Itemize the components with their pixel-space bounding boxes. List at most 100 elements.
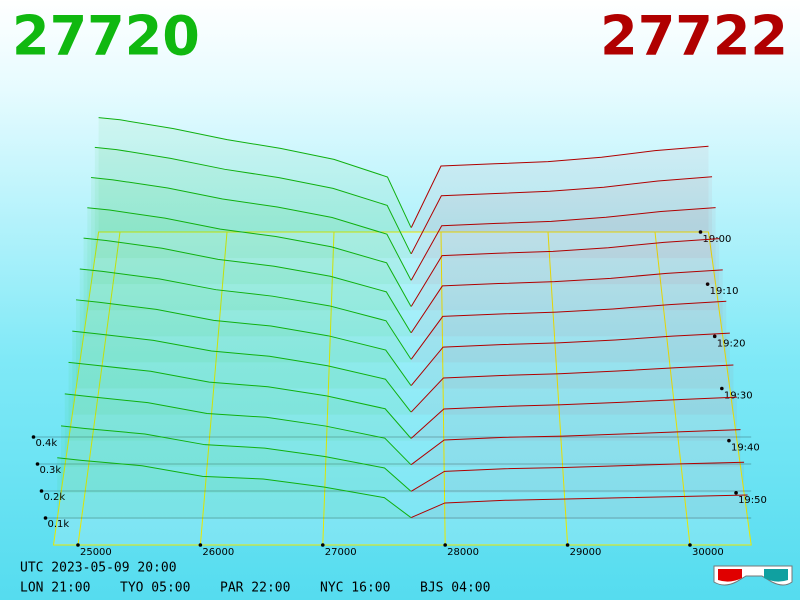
bid-slice bbox=[91, 177, 412, 285]
time-tick-label: 19:00 bbox=[703, 234, 732, 245]
bid-area bbox=[83, 238, 411, 337]
depth-tick-label: 0.2k bbox=[44, 492, 66, 503]
ask-slice bbox=[410, 332, 730, 389]
ask-area bbox=[411, 429, 741, 467]
bid-slice bbox=[68, 361, 412, 441]
ask-slice bbox=[410, 364, 734, 415]
depth-tick-label: 0.3k bbox=[40, 465, 62, 476]
bid-area bbox=[87, 207, 412, 311]
price-tick-dot bbox=[320, 543, 325, 547]
ask-slice bbox=[410, 238, 720, 311]
ask-slice bbox=[410, 145, 709, 232]
ask-line bbox=[410, 332, 730, 386]
price-tick-dot bbox=[688, 543, 692, 547]
ask-area bbox=[411, 176, 713, 259]
bid-area bbox=[94, 147, 412, 259]
price-grid-line bbox=[654, 231, 691, 546]
bid-slice bbox=[87, 207, 412, 311]
ask-slice bbox=[410, 300, 727, 363]
depth-tick-dot bbox=[43, 516, 48, 520]
bid-slice bbox=[60, 425, 412, 493]
best-bid: 27720 bbox=[12, 5, 200, 68]
ask-area bbox=[411, 364, 734, 415]
ask-line bbox=[410, 269, 723, 334]
price-tick-dot bbox=[76, 543, 80, 547]
time-tick-dot bbox=[712, 334, 717, 339]
time-tick-label: 19:20 bbox=[717, 338, 746, 349]
city-clock: NYC 16:00 bbox=[320, 581, 390, 596]
city-clock: BJS 04:00 bbox=[420, 581, 490, 596]
depth-tick-dot bbox=[39, 489, 44, 493]
ask-line bbox=[410, 207, 716, 281]
price-grid-line bbox=[547, 231, 569, 546]
ask-area bbox=[411, 333, 730, 389]
bid-slice bbox=[72, 330, 412, 415]
bid-slice bbox=[64, 393, 412, 467]
bid-line bbox=[75, 299, 412, 386]
bid-area bbox=[98, 117, 412, 232]
bid-line bbox=[98, 117, 412, 228]
ask-line bbox=[410, 238, 720, 307]
bid-slice bbox=[57, 457, 412, 519]
ask-line bbox=[410, 396, 737, 439]
depth-tick-label: 0.4k bbox=[36, 438, 58, 449]
price-tick-label: 29000 bbox=[570, 547, 602, 558]
ask-line bbox=[410, 461, 745, 492]
bid-area bbox=[64, 393, 411, 467]
price-tick-label: 28000 bbox=[447, 547, 479, 558]
bid-slice bbox=[98, 117, 412, 232]
bid-line bbox=[60, 425, 412, 492]
time-tick-dot bbox=[698, 230, 703, 234]
price-grid-line bbox=[322, 231, 335, 546]
ask-area bbox=[411, 238, 720, 311]
bid-slice bbox=[79, 268, 412, 363]
ask-slice bbox=[410, 176, 713, 259]
bid-area bbox=[68, 362, 411, 441]
time-tick-label: 19:50 bbox=[738, 495, 767, 506]
city-clock: LON 21:00 bbox=[20, 581, 90, 596]
bid-slice bbox=[94, 146, 412, 259]
price-grid-line bbox=[440, 231, 446, 546]
price-tick-dot bbox=[443, 543, 447, 547]
ask-slice bbox=[410, 461, 745, 493]
bid-area bbox=[57, 457, 411, 519]
ask-slice bbox=[410, 269, 723, 337]
ask-line bbox=[410, 364, 734, 413]
ask-slice bbox=[410, 396, 737, 441]
bid-line bbox=[91, 177, 412, 281]
bid-area bbox=[91, 177, 412, 285]
depth-tick-dot bbox=[35, 462, 40, 466]
bid-area bbox=[72, 331, 411, 415]
time-tick-dot bbox=[727, 438, 731, 443]
price-tick-label: 25000 bbox=[80, 547, 112, 558]
ask-slice bbox=[410, 494, 748, 519]
bid-slice bbox=[75, 299, 412, 389]
time-tick-label: 19:10 bbox=[710, 286, 739, 297]
bid-slice bbox=[83, 237, 412, 337]
bid-line bbox=[83, 237, 412, 334]
3d-glasses-icon[interactable] bbox=[713, 565, 793, 586]
ask-area bbox=[411, 301, 727, 363]
price-grid-line bbox=[199, 231, 228, 546]
price-tick-dot bbox=[198, 543, 203, 547]
utc-time: UTC 2023-05-09 20:00 bbox=[20, 561, 177, 576]
bid-line bbox=[57, 457, 412, 518]
bid-area bbox=[61, 425, 411, 493]
price-tick-label: 30000 bbox=[692, 547, 724, 558]
ask-line bbox=[410, 176, 713, 255]
bid-line bbox=[87, 207, 412, 307]
ask-area bbox=[411, 462, 745, 493]
bid-area bbox=[79, 268, 411, 363]
bid-area bbox=[76, 299, 411, 389]
price-grid-line bbox=[77, 231, 121, 546]
price-tick-label: 27000 bbox=[325, 547, 357, 558]
bid-line bbox=[72, 330, 412, 413]
time-tick-dot bbox=[734, 491, 738, 495]
ask-area bbox=[411, 269, 723, 337]
ask-line bbox=[410, 300, 727, 360]
time-tick-label: 19:30 bbox=[724, 391, 753, 402]
ask-slice bbox=[410, 207, 716, 285]
ask-area bbox=[411, 146, 709, 232]
